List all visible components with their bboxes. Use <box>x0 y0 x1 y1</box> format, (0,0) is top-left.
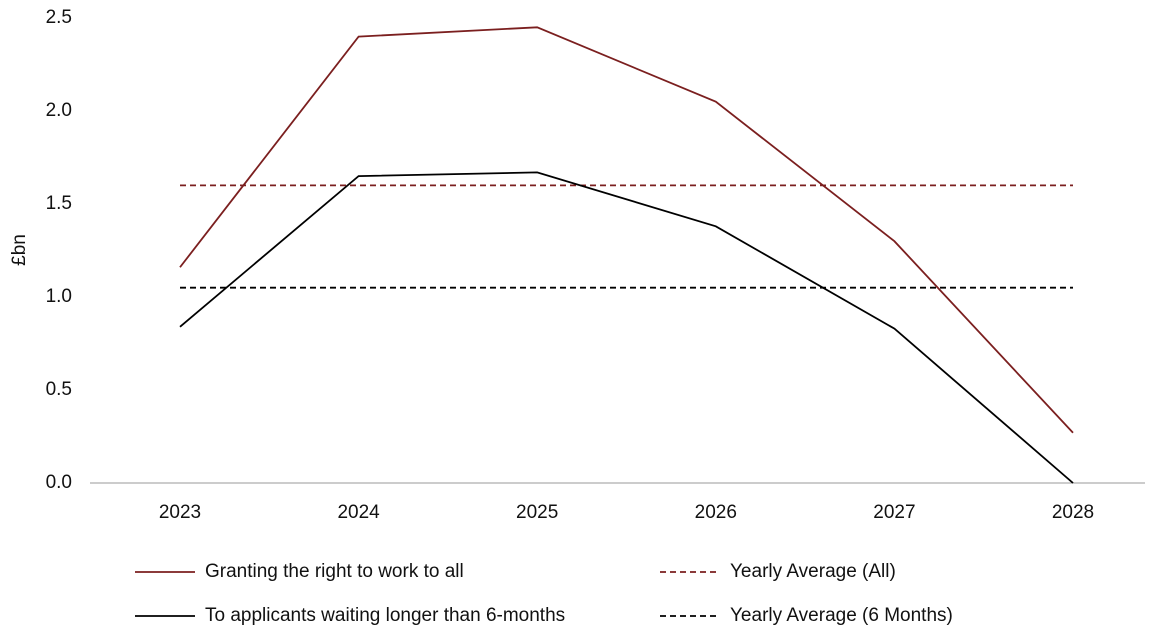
series-line <box>179 26 1074 434</box>
legend-label: To applicants waiting longer than 6-mont… <box>205 605 565 626</box>
y-tick-label: 2.5 <box>46 7 72 28</box>
series-line <box>179 171 1074 484</box>
x-tick-label: 2025 <box>516 502 558 523</box>
x-tick-label: 2027 <box>873 502 915 523</box>
legend-label: Yearly Average (All) <box>730 561 896 582</box>
legend-label: Granting the right to work to all <box>205 561 464 582</box>
x-tick-label: 2026 <box>695 502 737 523</box>
y-axis-label: £bn <box>9 234 30 266</box>
y-tick-label: 0.0 <box>46 472 72 493</box>
legend-label: Yearly Average (6 Months) <box>730 605 953 626</box>
x-tick-label: 2023 <box>159 502 201 523</box>
y-tick-label: 0.5 <box>46 379 72 400</box>
x-tick-label: 2028 <box>1052 502 1094 523</box>
y-tick-label: 1.5 <box>46 193 72 214</box>
y-tick-label: 1.0 <box>46 286 72 307</box>
x-tick-label: 2024 <box>337 502 380 523</box>
y-tick-label: 2.0 <box>46 100 72 121</box>
